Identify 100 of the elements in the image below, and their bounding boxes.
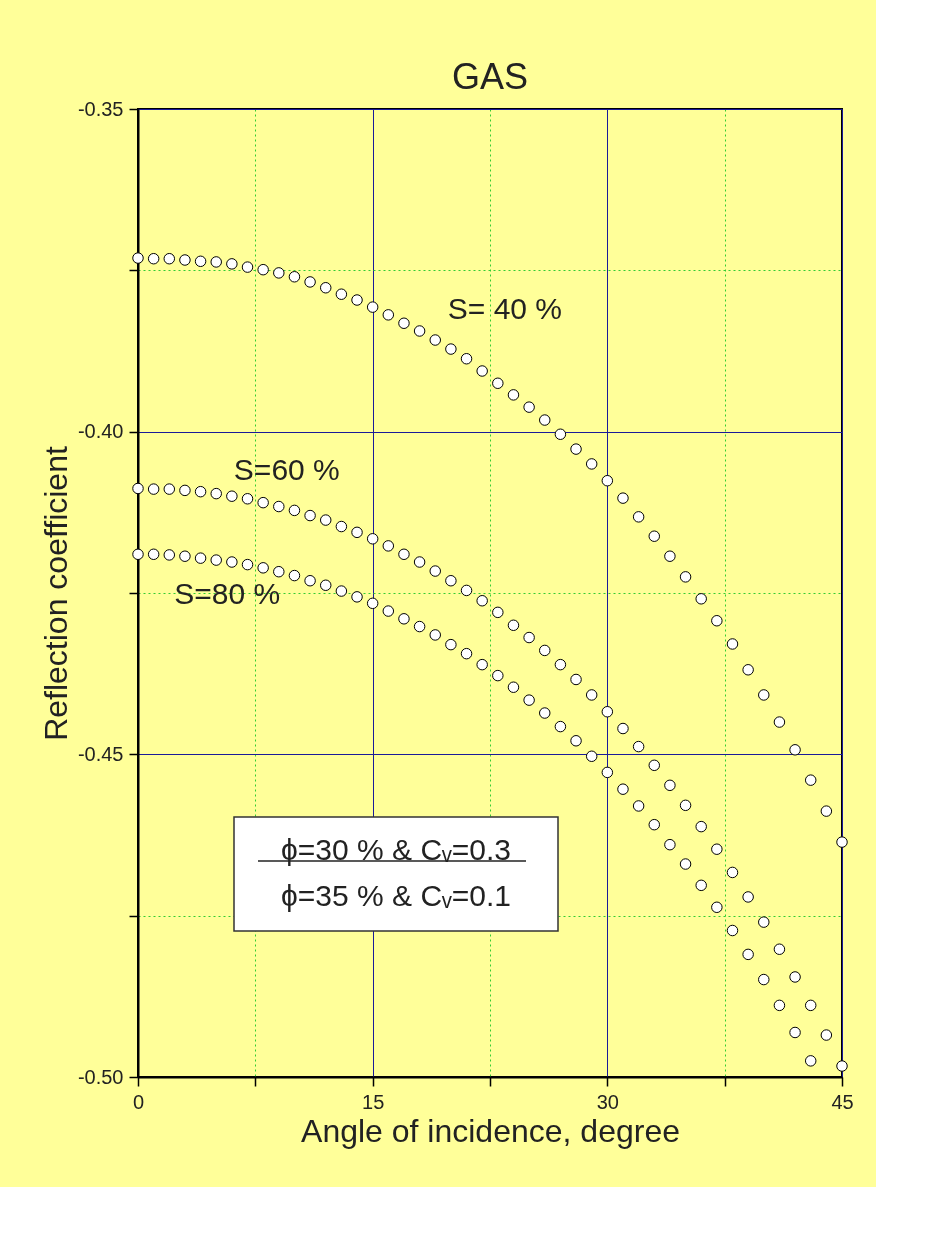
point: [664, 779, 676, 792]
point: [476, 595, 488, 607]
point: [585, 689, 598, 701]
point: [492, 377, 504, 389]
point: [210, 487, 222, 500]
point: [804, 999, 817, 1012]
y-tick-label: -0.50: [77, 1065, 124, 1088]
point: [789, 1026, 801, 1039]
point: [335, 288, 348, 300]
point: [257, 562, 269, 574]
y-tick-label: -0.45: [77, 742, 124, 765]
point: [179, 254, 191, 266]
point: [554, 658, 567, 671]
annotation: ϕ=35 % & Cᵥ=0.1: [281, 879, 511, 912]
point: [570, 443, 582, 455]
point: [304, 575, 316, 587]
point: [273, 267, 285, 279]
point: [351, 526, 363, 539]
point: [304, 276, 316, 288]
series-label: S=60 %: [233, 452, 340, 486]
point: [742, 891, 754, 903]
point: [288, 504, 301, 517]
point: [460, 353, 473, 365]
point: [413, 620, 426, 633]
point: [194, 255, 207, 268]
point: [836, 836, 848, 848]
x-axis-title: Angle of incidence, degree: [301, 1112, 680, 1149]
point: [194, 485, 207, 498]
point: [742, 664, 754, 676]
point: [210, 554, 222, 566]
point: [648, 530, 661, 542]
point: [554, 720, 567, 733]
point: [288, 569, 301, 582]
point: [726, 638, 739, 650]
point: [382, 605, 395, 617]
point: [366, 301, 379, 313]
point: [711, 843, 723, 855]
point: [382, 309, 395, 321]
point: [132, 482, 144, 495]
point: [804, 774, 817, 786]
point: [147, 483, 160, 495]
series-label: S=80 %: [174, 577, 281, 611]
point: [773, 716, 786, 728]
point: [820, 1029, 833, 1041]
point: [132, 548, 144, 561]
point: [147, 548, 160, 561]
point: [554, 428, 567, 440]
point: [210, 256, 222, 268]
x-tick-label: 0: [132, 1090, 145, 1113]
point: [617, 492, 629, 504]
series-label: S= 40 %: [447, 292, 563, 326]
point: [147, 252, 160, 265]
point: [288, 271, 301, 283]
point: [366, 533, 379, 545]
point: [304, 509, 316, 522]
point: [163, 483, 176, 495]
point: [804, 1055, 817, 1067]
point: [241, 493, 254, 505]
point: [429, 629, 441, 641]
point: [789, 971, 801, 983]
point: [632, 740, 645, 753]
point: [601, 474, 614, 487]
point: [773, 999, 786, 1012]
point: [179, 484, 191, 497]
point: [523, 631, 535, 644]
x-tick-label: 15: [362, 1090, 385, 1113]
point: [664, 838, 676, 851]
point: [179, 550, 191, 562]
point: [366, 597, 379, 610]
point: [241, 558, 254, 571]
point: [335, 520, 348, 533]
point: [679, 571, 692, 583]
point: [351, 591, 363, 603]
point: [163, 549, 176, 561]
point: [539, 644, 551, 657]
point: [273, 500, 285, 513]
point: [570, 735, 582, 747]
point: [523, 401, 535, 413]
point: [632, 800, 645, 812]
point: [476, 658, 488, 671]
point: [351, 294, 363, 306]
point: [398, 548, 410, 561]
point: [413, 556, 426, 568]
point: [664, 550, 676, 562]
point: [695, 820, 707, 833]
point: [758, 973, 770, 986]
point: [773, 943, 786, 955]
point: [585, 750, 598, 762]
point: [820, 805, 833, 817]
point: [335, 585, 348, 597]
point: [398, 317, 410, 329]
point: [445, 575, 457, 587]
point: [492, 669, 504, 682]
y-axis-title: Reflection coefficient: [37, 446, 74, 741]
point: [460, 584, 473, 597]
point: [617, 722, 629, 735]
point: [398, 613, 410, 625]
point: [445, 343, 457, 355]
point: [429, 334, 441, 346]
point: [226, 556, 238, 568]
